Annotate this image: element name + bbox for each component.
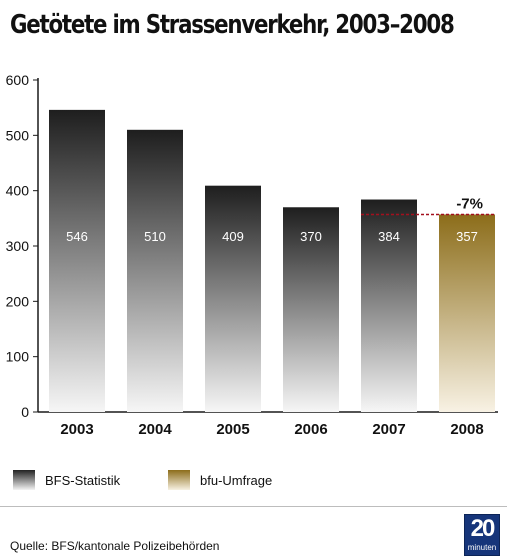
bar-value-label: 510 <box>144 229 166 244</box>
x-tick-label: 2005 <box>216 421 249 438</box>
x-tick-label: 2007 <box>372 421 405 438</box>
y-tick-label: 100 <box>6 349 30 365</box>
y-tick-label: 300 <box>6 238 30 254</box>
change-annotation: -7% <box>456 195 483 212</box>
bar-2008 <box>439 214 495 412</box>
bar-2006 <box>283 207 339 412</box>
legend-item-bfs: BFS-Statistik <box>13 470 120 490</box>
bar-value-label: 546 <box>66 229 88 244</box>
bar-2003 <box>49 109 105 412</box>
bar-value-label: 409 <box>222 229 244 244</box>
y-tick-label: 500 <box>6 127 30 143</box>
footer-divider <box>0 506 507 507</box>
y-tick-label: 0 <box>21 404 29 420</box>
bar-value-label: 357 <box>456 229 478 244</box>
chart-title: Getötete im Strassenverkehr, 2003–2008 <box>10 10 455 40</box>
source-note: Quelle: BFS/kantonale Polizeibehörden <box>10 539 220 553</box>
x-tick-label: 2004 <box>138 421 172 438</box>
legend-label-bfs: BFS-Statistik <box>45 472 121 488</box>
bar-chart: 0 100 200 300 400 500 600 546 510 409 370 384 357 2… <box>6 72 498 438</box>
legend-swatch-bfs <box>13 470 35 490</box>
20-minuten-logo: 20 minuten <box>464 514 500 556</box>
x-tick-label: 2008 <box>450 421 483 438</box>
bar-value-label: 370 <box>300 229 322 244</box>
bar-2004 <box>127 129 183 413</box>
logo-number: 20 <box>470 515 496 542</box>
y-tick-label: 600 <box>6 72 30 88</box>
bar-2007 <box>361 199 417 412</box>
y-tick-label: 200 <box>6 293 30 309</box>
x-tick-label: 2003 <box>60 421 93 438</box>
bar-2005 <box>205 185 261 412</box>
legend-swatch-bfu <box>168 470 190 490</box>
bar-value-label: 384 <box>378 229 400 244</box>
x-tick-label: 2006 <box>294 421 327 438</box>
logo-word: minuten <box>467 543 497 552</box>
legend-item-bfu: bfu-Umfrage <box>168 470 272 490</box>
y-tick-label: 400 <box>6 183 30 199</box>
legend-label-bfu: bfu-Umfrage <box>200 472 273 488</box>
